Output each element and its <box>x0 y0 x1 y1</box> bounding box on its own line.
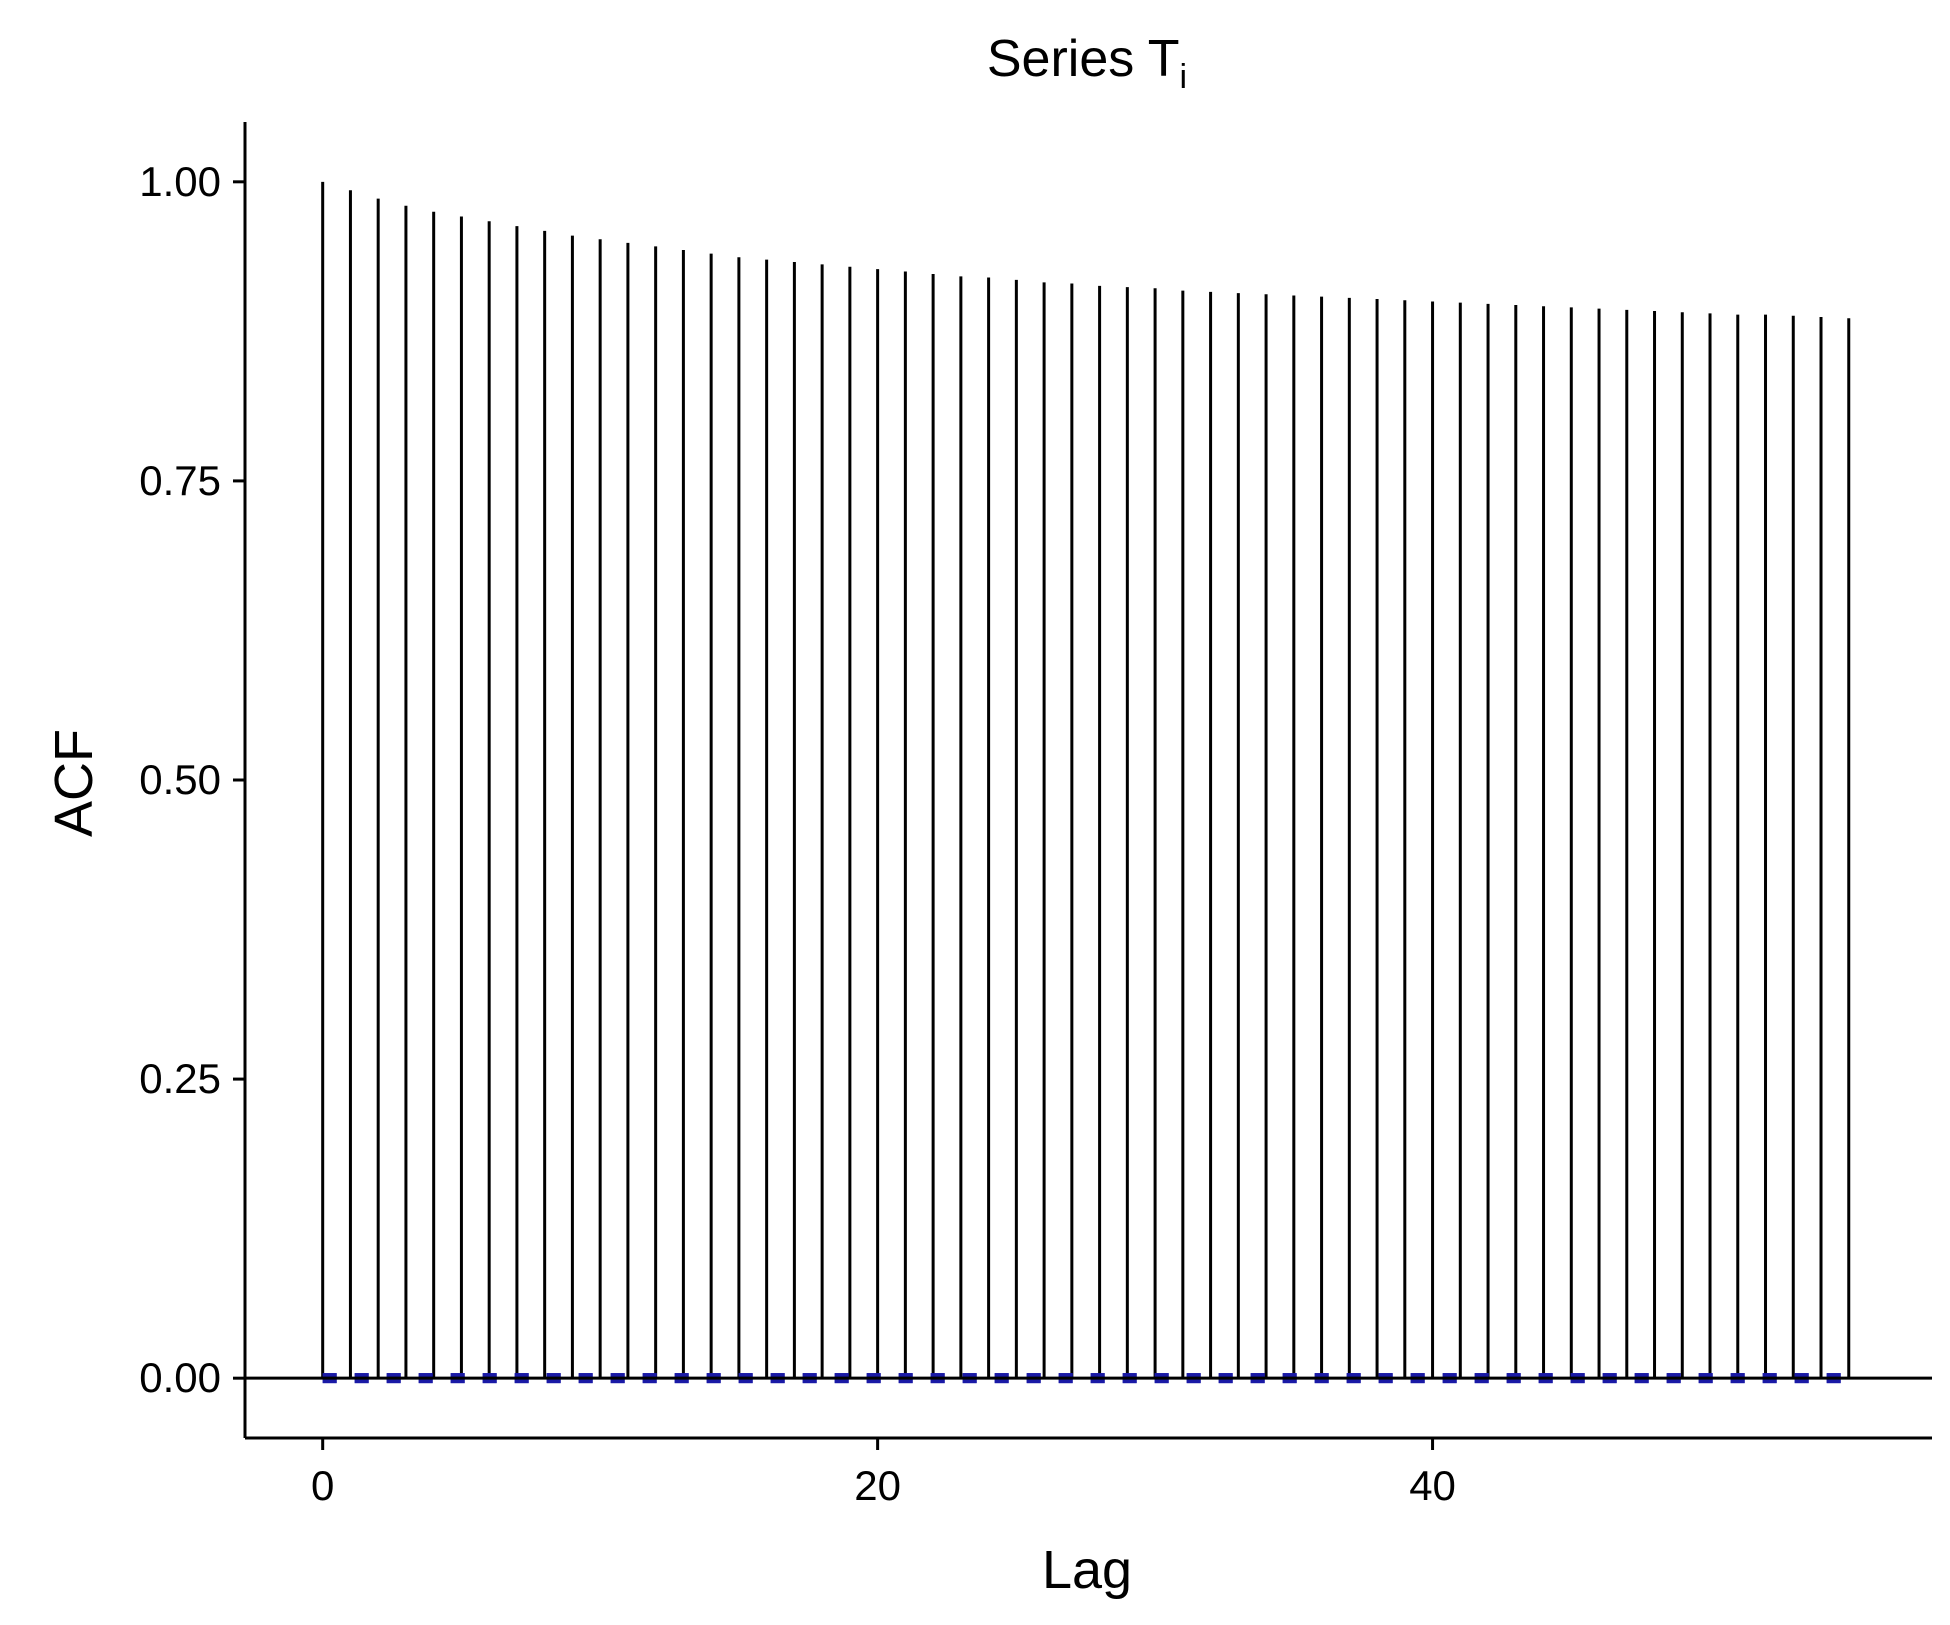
y-tick-label: 1.00 <box>139 158 221 205</box>
x-ticks: 0 20 40 <box>311 1438 1456 1509</box>
y-tick-label: 0.25 <box>139 1055 221 1102</box>
y-tick-label: 0.75 <box>139 457 221 504</box>
chart-title-subscript: i <box>1180 58 1188 96</box>
acf-stems-layer <box>321 181 1851 1379</box>
x-tick-label: 0 <box>311 1462 334 1509</box>
chart-title: Series Ti <box>987 30 1187 96</box>
x-axis-title: Lag <box>1042 1540 1132 1600</box>
x-tick-label: 40 <box>1409 1462 1456 1509</box>
chart-title-main: Series T <box>987 30 1180 88</box>
y-tick-label: 0.50 <box>139 756 221 803</box>
y-axis-title: ACF <box>44 729 104 837</box>
x-tick-label: 20 <box>854 1462 901 1509</box>
y-tick-label: 0.00 <box>139 1354 221 1401</box>
y-ticks: 0.00 0.25 0.50 0.75 1.00 <box>139 158 245 1401</box>
